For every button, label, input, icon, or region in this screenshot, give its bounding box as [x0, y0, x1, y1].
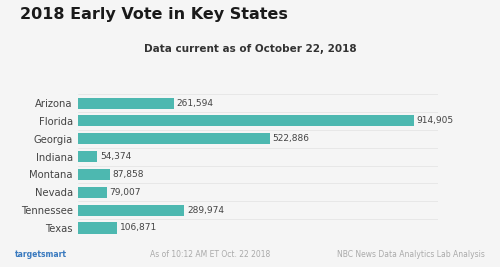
Text: NBC News Data Analytics Lab Analysis: NBC News Data Analytics Lab Analysis	[337, 250, 485, 259]
Bar	[78, 205, 184, 216]
Text: 289,974: 289,974	[187, 206, 224, 215]
Text: 914,905: 914,905	[416, 116, 454, 125]
Text: 2018 Early Vote in Key States: 2018 Early Vote in Key States	[20, 7, 288, 22]
Text: targetsmart: targetsmart	[15, 250, 67, 259]
Bar	[78, 169, 110, 180]
Text: As of 10:12 AM ET Oct. 22 2018: As of 10:12 AM ET Oct. 22 2018	[150, 250, 270, 259]
Text: 106,871: 106,871	[120, 223, 157, 233]
Text: 87,858: 87,858	[112, 170, 144, 179]
Bar	[78, 133, 270, 144]
Text: Data current as of October 22, 2018: Data current as of October 22, 2018	[144, 44, 356, 54]
Bar	[78, 222, 117, 234]
Text: 522,886: 522,886	[272, 134, 310, 143]
Text: 79,007: 79,007	[110, 188, 141, 197]
Bar	[78, 151, 98, 162]
Text: 54,374: 54,374	[100, 152, 132, 161]
Bar	[78, 97, 174, 109]
Bar	[78, 187, 106, 198]
Text: 261,594: 261,594	[176, 99, 214, 108]
Bar	[78, 115, 413, 127]
